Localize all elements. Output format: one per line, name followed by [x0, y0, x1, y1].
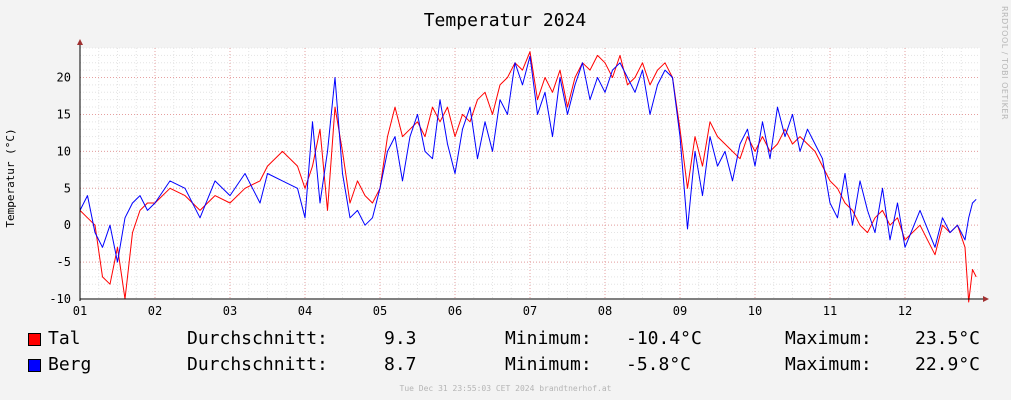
y-axis-label: Temperatur (°C)	[4, 128, 17, 227]
x-axis-arrow	[983, 296, 989, 302]
series-line-berg	[79, 55, 977, 263]
legend-max-tal: 23.5°C	[915, 328, 981, 349]
x-tick-label: 01	[73, 304, 87, 318]
y-axis-arrow	[77, 39, 83, 45]
x-tick-label: 12	[898, 304, 912, 318]
legend-avg-label-berg: Durchschnitt:	[187, 354, 328, 375]
y-tick-label: 5	[64, 181, 71, 195]
series-line-tal	[79, 51, 977, 303]
axes	[77, 39, 989, 302]
y-tick-label: -5	[57, 255, 71, 269]
legend-name-berg: Berg	[48, 354, 92, 375]
legend-avg-label-tal: Durchschnitt:	[187, 328, 328, 349]
x-tick-label: 03	[223, 304, 237, 318]
x-tick-label: 11	[823, 304, 837, 318]
legend-swatch-berg	[28, 359, 41, 372]
x-tick-label: 08	[598, 304, 612, 318]
x-tick-label: 05	[373, 304, 387, 318]
legend-avg-berg: 8.7	[384, 354, 417, 375]
footer-timestamp: Tue Dec 31 23:55:03 CET 2024 brandtnerho…	[399, 384, 612, 393]
legend-name-tal: Tal	[48, 328, 81, 349]
legend-min-label-tal: Minimum:	[505, 328, 592, 349]
x-tick-label: 04	[298, 304, 312, 318]
x-tick-label: 07	[523, 304, 537, 318]
legend-min-berg: -5.8°C	[626, 354, 692, 375]
legend-max-label-tal: Maximum:	[785, 328, 872, 349]
chart-title: Temperatur 2024	[424, 10, 587, 31]
x-tick-label: 02	[148, 304, 162, 318]
y-tick-labels: -10 -5 0 5 10 15 20	[49, 71, 71, 306]
y-tick-label: 10	[57, 144, 71, 158]
y-tick-label: 0	[64, 218, 71, 232]
x-tick-label: 10	[748, 304, 762, 318]
legend-min-label-berg: Minimum:	[505, 354, 592, 375]
x-tick-label: 06	[448, 304, 462, 318]
legend-max-label-berg: Maximum:	[785, 354, 872, 375]
x-tick-labels: 01 02 03 04 05 06 07 08 09 10 11 12	[73, 304, 912, 318]
legend-swatch-tal	[28, 333, 41, 346]
series-lines	[79, 51, 977, 303]
legend-min-tal: -10.4°C	[626, 328, 702, 349]
x-tick-label: 09	[673, 304, 687, 318]
y-tick-label: -10	[49, 292, 71, 306]
legend-max-berg: 22.9°C	[915, 354, 981, 375]
rrdtool-credit: RRDTOOL / TOBI OETIKER	[1000, 6, 1009, 121]
y-tick-label: 20	[57, 71, 71, 85]
y-tick-label: 15	[57, 107, 71, 121]
legend-avg-tal: 9.3	[384, 328, 417, 349]
